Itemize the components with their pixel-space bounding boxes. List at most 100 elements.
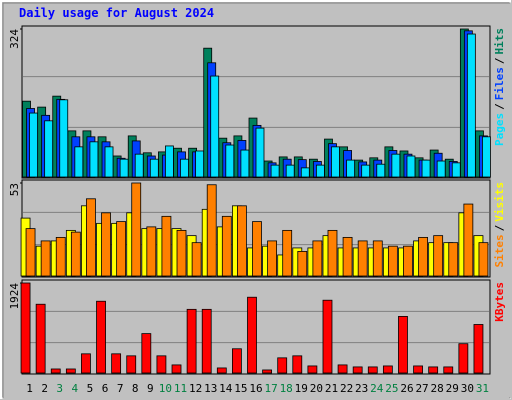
y-tick-label: 324 bbox=[8, 29, 21, 49]
bar bbox=[255, 127, 265, 178]
bar bbox=[20, 282, 31, 374]
bar bbox=[300, 167, 310, 178]
bar bbox=[448, 242, 459, 277]
bar bbox=[382, 365, 393, 374]
bar bbox=[201, 308, 212, 374]
legend: KBytes bbox=[493, 282, 506, 322]
x-tick-label: 6 bbox=[102, 382, 109, 395]
legend: Sites / Visits bbox=[493, 182, 506, 268]
chart-title: Daily usage for August 2024 bbox=[19, 6, 214, 20]
bar bbox=[50, 368, 61, 374]
x-tick-label: 1 bbox=[26, 382, 33, 395]
bar bbox=[322, 299, 333, 374]
legend-separator: / bbox=[493, 57, 506, 64]
x-tick-label: 27 bbox=[415, 382, 428, 395]
bar bbox=[421, 159, 431, 178]
bar bbox=[65, 368, 76, 374]
bar bbox=[372, 240, 383, 277]
x-tick-label: 4 bbox=[72, 382, 79, 395]
x-tick-label: 9 bbox=[147, 382, 154, 395]
bar bbox=[96, 300, 106, 374]
bar bbox=[282, 229, 293, 277]
bar bbox=[346, 159, 355, 178]
x-tick-label: 8 bbox=[132, 382, 139, 395]
legend-entry: Files bbox=[493, 67, 506, 100]
bar bbox=[292, 355, 303, 374]
x-tick-label: 29 bbox=[446, 382, 459, 395]
x-tick-label: 2 bbox=[41, 382, 48, 395]
bar bbox=[387, 245, 398, 277]
bar bbox=[433, 235, 444, 277]
x-tick-label: 24 bbox=[370, 382, 384, 395]
bar bbox=[307, 365, 318, 374]
bar bbox=[312, 240, 323, 277]
bar bbox=[70, 231, 81, 277]
bar bbox=[463, 203, 474, 277]
bar bbox=[59, 99, 69, 178]
bar bbox=[267, 240, 277, 277]
bar bbox=[146, 226, 157, 277]
x-tick-label: 31 bbox=[476, 382, 489, 395]
bar bbox=[119, 158, 129, 178]
x-tick-label: 22 bbox=[340, 382, 353, 395]
bar bbox=[131, 182, 142, 277]
bar bbox=[55, 236, 66, 277]
bar bbox=[116, 221, 127, 277]
bar bbox=[216, 367, 227, 374]
bar bbox=[74, 146, 84, 178]
x-tick-label: 3 bbox=[56, 382, 63, 395]
bar bbox=[104, 146, 114, 178]
bar bbox=[376, 163, 386, 178]
bar bbox=[391, 153, 401, 178]
bar bbox=[451, 162, 461, 178]
bar bbox=[165, 145, 174, 178]
bar bbox=[247, 296, 257, 374]
bar bbox=[191, 242, 202, 277]
bar bbox=[342, 236, 353, 277]
bar bbox=[478, 242, 489, 277]
bar bbox=[101, 212, 111, 277]
bar bbox=[81, 353, 91, 374]
bar bbox=[428, 366, 439, 374]
bar bbox=[413, 365, 423, 374]
bar bbox=[221, 215, 232, 277]
bar bbox=[466, 33, 476, 178]
x-tick-label: 13 bbox=[204, 382, 217, 395]
bar bbox=[176, 229, 187, 277]
bar bbox=[180, 158, 189, 178]
x-tick-label: 15 bbox=[234, 382, 247, 395]
bar bbox=[206, 184, 217, 277]
bar bbox=[285, 164, 295, 178]
bar bbox=[225, 144, 235, 178]
bar bbox=[352, 366, 363, 374]
x-tick-label: 28 bbox=[431, 382, 444, 395]
x-tick-label: 26 bbox=[400, 382, 413, 395]
x-tick-label: 18 bbox=[280, 382, 293, 395]
bar bbox=[86, 198, 96, 277]
y-tick-label: 53 bbox=[8, 183, 21, 196]
bar bbox=[277, 357, 288, 374]
bar bbox=[232, 348, 242, 374]
legend-entry: KBytes bbox=[493, 282, 506, 322]
bar bbox=[458, 343, 469, 374]
bar bbox=[171, 364, 182, 374]
bar bbox=[111, 353, 122, 374]
x-tick-label: 16 bbox=[249, 382, 262, 395]
x-tick-label: 23 bbox=[355, 382, 368, 395]
bar bbox=[443, 366, 454, 374]
legend-entry: Hits bbox=[493, 28, 506, 55]
x-tick-label: 10 bbox=[159, 382, 172, 395]
x-tick-label: 14 bbox=[219, 382, 233, 395]
bar bbox=[237, 205, 247, 277]
bar bbox=[40, 240, 51, 277]
bar bbox=[29, 112, 38, 178]
bar bbox=[482, 136, 491, 178]
bar bbox=[186, 308, 197, 374]
bar bbox=[44, 120, 54, 178]
x-tick-label: 5 bbox=[87, 382, 94, 395]
bar bbox=[25, 228, 36, 277]
legend-separator: / bbox=[493, 103, 506, 110]
bar bbox=[195, 150, 205, 178]
bar bbox=[141, 333, 152, 374]
